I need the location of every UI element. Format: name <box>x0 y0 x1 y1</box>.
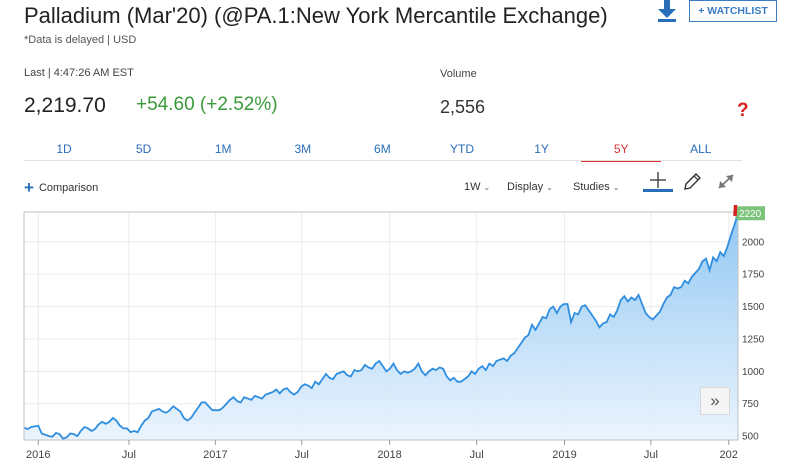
delay-note: *Data is delayed | USD <box>24 34 137 46</box>
last-value-label: 2220 <box>739 209 762 220</box>
x-tick-label: 2019 <box>552 449 576 461</box>
price-line <box>23 213 739 440</box>
expand-icon[interactable] <box>715 172 737 192</box>
download-icon[interactable] <box>655 0 679 22</box>
range-tab-1y[interactable]: 1Y <box>534 142 549 156</box>
x-tick-label: Jul <box>122 449 136 461</box>
comparison-label: Comparison <box>38 182 99 194</box>
x-tick-label: Jul <box>470 449 484 461</box>
y-axis-labels: 500 750 1000 1250 1500 1750 2000 <box>742 237 765 442</box>
x-tick-label: 202 <box>720 449 738 461</box>
range-tab-1d[interactable]: 1D <box>56 142 72 156</box>
x-tick-label: 2018 <box>377 449 401 461</box>
annotation-question-mark: ? <box>737 100 749 121</box>
last-price: 2,219.70 <box>24 94 106 117</box>
range-tab-all[interactable]: ALL <box>690 142 712 156</box>
y-tick-label: 500 <box>742 432 759 443</box>
scroll-forward-button[interactable]: » <box>700 387 730 415</box>
range-selector: 1D 5D 1M 3M 6M YTD 1Y 5Y ALL <box>24 139 742 162</box>
y-tick-label: 1250 <box>742 334 765 345</box>
y-tick-label: 1000 <box>742 367 765 378</box>
last-value-badge: 2220 <box>733 206 765 221</box>
comparison-button[interactable]: + Comparison <box>24 178 99 197</box>
y-tick-label: 750 <box>742 399 759 410</box>
display-dropdown[interactable]: Display ⌄ <box>507 181 553 193</box>
add-to-watchlist-button[interactable]: + WATCHLIST <box>689 0 777 22</box>
chevron-down-icon: ⌄ <box>546 183 553 192</box>
price-chart[interactable]: 500 750 1000 1250 1500 1750 2000 2016 Jul 2017 Ju… <box>0 205 794 473</box>
y-tick-label: 1500 <box>742 302 765 313</box>
range-tab-ytd[interactable]: YTD <box>450 142 474 156</box>
y-tick-label: 1750 <box>742 270 765 281</box>
studies-label: Studies <box>573 181 610 193</box>
last-trade-label: Last | 4:47:26 AM EST <box>24 67 134 79</box>
y-tick-label: 2000 <box>742 237 765 248</box>
crosshair-tool-icon[interactable] <box>643 170 673 192</box>
plus-icon: + <box>24 178 34 197</box>
display-label: Display <box>507 181 544 193</box>
range-tab-6m[interactable]: 6M <box>374 142 391 156</box>
x-tick-label: Jul <box>295 449 309 461</box>
chevron-down-icon: ⌄ <box>483 183 491 192</box>
page-title: Palladium (Mar'20) (@PA.1:New York Merca… <box>24 3 608 28</box>
range-tab-5y[interactable]: 5Y <box>581 139 662 162</box>
volume-value: 2,556 <box>440 97 486 117</box>
x-tick-label: 2016 <box>26 449 50 461</box>
x-axis-labels: 2016 Jul 2017 Jul 2018 Jul 2019 Jul 202 <box>26 440 738 461</box>
x-tick-label: 2017 <box>203 449 227 461</box>
range-tab-1m[interactable]: 1M <box>214 142 232 156</box>
interval-label: 1W <box>464 181 481 193</box>
last-value-badge-shape <box>733 206 765 221</box>
pencil-icon[interactable] <box>681 172 703 192</box>
range-tab-5d[interactable]: 5D <box>135 142 152 156</box>
volume-label: Volume <box>440 68 477 80</box>
range-tab-3m[interactable]: 3M <box>294 142 312 156</box>
studies-dropdown[interactable]: Studies ⌄ <box>573 181 619 193</box>
plot-frame <box>23 211 739 441</box>
chevron-down-icon: ⌄ <box>612 183 620 192</box>
range-divider <box>24 160 742 161</box>
x-tick-label: Jul <box>644 449 658 461</box>
price-area <box>24 213 738 440</box>
price-change: +54.60 (+2.52%) <box>136 94 278 115</box>
interval-dropdown[interactable]: 1W ⌄ <box>464 181 490 193</box>
